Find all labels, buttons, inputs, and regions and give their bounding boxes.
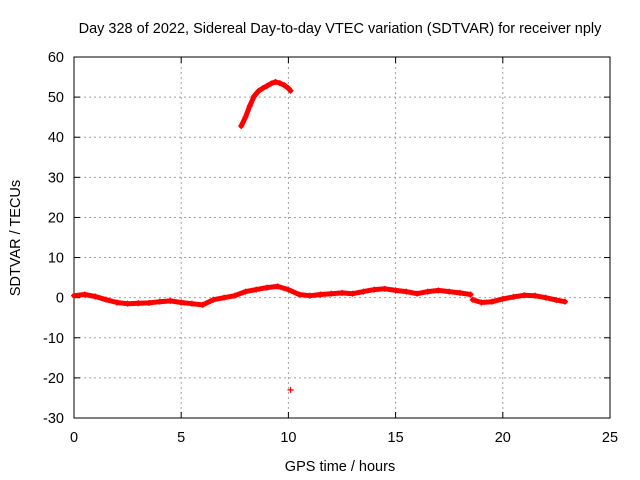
data-point bbox=[424, 288, 431, 295]
y-tick-label: 40 bbox=[48, 130, 64, 146]
data-point bbox=[435, 287, 442, 294]
chart-title: Day 328 of 2022, Sidereal Day-to-day VTE… bbox=[79, 21, 603, 37]
data-point bbox=[561, 298, 568, 305]
data-point bbox=[246, 102, 253, 109]
x-tick-label: 25 bbox=[602, 430, 618, 446]
data-point bbox=[521, 292, 528, 299]
y-tick-label: 50 bbox=[48, 90, 64, 106]
y-tick-label: -10 bbox=[43, 331, 64, 347]
data-point bbox=[467, 291, 474, 298]
data-point bbox=[103, 296, 110, 303]
data-point bbox=[349, 290, 356, 297]
data-point bbox=[92, 293, 99, 300]
data-point bbox=[251, 93, 258, 100]
series-trace bbox=[71, 283, 474, 308]
data-point bbox=[306, 292, 313, 299]
data-point bbox=[210, 296, 217, 303]
y-tick-label: -20 bbox=[43, 371, 64, 387]
data-point bbox=[553, 297, 560, 304]
data-point bbox=[531, 292, 538, 299]
x-tick-label: 10 bbox=[280, 430, 296, 446]
data-point bbox=[238, 122, 245, 129]
data-point bbox=[113, 299, 120, 306]
y-tick-label: 60 bbox=[48, 50, 64, 66]
data-point bbox=[135, 300, 142, 307]
y-axis-label: SDTVAR / TECUs bbox=[8, 180, 24, 296]
data-point bbox=[156, 298, 163, 305]
data-point bbox=[478, 299, 485, 306]
data-point bbox=[167, 297, 174, 304]
data-point bbox=[281, 82, 288, 89]
data-points bbox=[71, 78, 568, 393]
data-point bbox=[259, 85, 266, 92]
data-point bbox=[285, 286, 292, 293]
data-point bbox=[542, 294, 549, 301]
x-axis-label: GPS time / hours bbox=[285, 459, 395, 475]
data-point bbox=[146, 299, 153, 306]
data-point bbox=[221, 294, 228, 301]
data-point bbox=[231, 292, 238, 299]
data-point bbox=[339, 289, 345, 296]
data-point bbox=[510, 293, 517, 300]
data-point bbox=[71, 292, 77, 299]
data-point bbox=[296, 291, 303, 298]
data-point bbox=[188, 300, 195, 307]
data-point bbox=[242, 288, 249, 295]
x-tick-label: 15 bbox=[388, 430, 404, 446]
data-point bbox=[272, 78, 279, 85]
y-tick-label: 30 bbox=[48, 170, 64, 186]
data-point bbox=[287, 386, 294, 393]
data-point bbox=[242, 114, 249, 121]
data-point bbox=[371, 286, 378, 293]
data-point bbox=[456, 289, 463, 296]
axis-ticks: 0 5 10 15 20 25 -30 -20 -10 0 10 20 30 40 50 60 bbox=[43, 50, 618, 446]
x-tick-label: 20 bbox=[495, 430, 511, 446]
x-tick-label: 0 bbox=[70, 430, 78, 446]
data-point bbox=[276, 80, 283, 87]
plot-frame bbox=[73, 56, 611, 419]
data-point bbox=[360, 288, 367, 295]
data-point bbox=[263, 284, 270, 291]
data-point bbox=[392, 287, 399, 294]
x-tick-label: 5 bbox=[177, 430, 185, 446]
data-point bbox=[469, 296, 476, 303]
data-point bbox=[381, 285, 388, 292]
data-point bbox=[263, 82, 270, 89]
data-point bbox=[489, 298, 496, 305]
data-point bbox=[81, 291, 88, 298]
data-point bbox=[317, 291, 324, 298]
data-point bbox=[403, 288, 410, 295]
data-point bbox=[446, 288, 453, 295]
data-point bbox=[499, 295, 506, 302]
data-point bbox=[268, 80, 275, 87]
data-point bbox=[328, 290, 335, 297]
y-tick-label: -30 bbox=[43, 411, 64, 427]
y-tick-label: 10 bbox=[48, 251, 64, 267]
series-trace bbox=[470, 292, 568, 305]
data-point bbox=[414, 290, 421, 297]
data-point bbox=[255, 88, 262, 95]
y-tick-label: 20 bbox=[48, 210, 64, 226]
data-point bbox=[274, 283, 281, 290]
y-tick-label: 0 bbox=[56, 291, 64, 307]
data-point bbox=[178, 299, 185, 306]
series-trace bbox=[238, 79, 293, 129]
data-point bbox=[124, 300, 131, 307]
data-point bbox=[253, 286, 260, 293]
data-point bbox=[287, 87, 294, 94]
data-point bbox=[199, 301, 206, 308]
gridlines bbox=[74, 57, 610, 418]
